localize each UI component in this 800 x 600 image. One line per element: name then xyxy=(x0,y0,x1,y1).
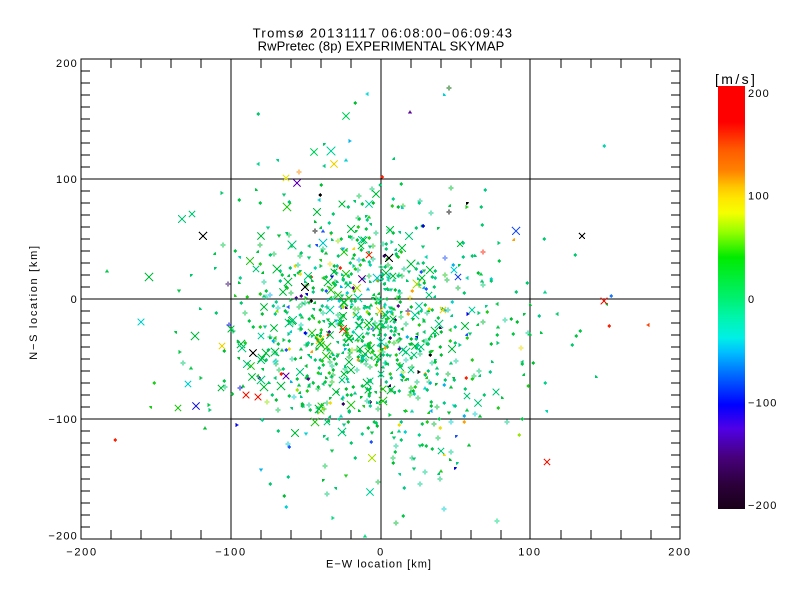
svg-text:Tromsø 20131117 06:08:00−06:09: Tromsø 20131117 06:08:00−06:09:43 xyxy=(253,26,514,41)
svg-text:200: 200 xyxy=(56,58,78,70)
svg-text:−100: −100 xyxy=(215,547,247,559)
svg-text:200: 200 xyxy=(668,547,691,559)
svg-text:−100: −100 xyxy=(48,414,78,426)
svg-text:100: 100 xyxy=(748,191,770,203)
svg-text:0: 0 xyxy=(377,547,385,559)
svg-text:−200: −200 xyxy=(748,500,778,512)
svg-text:RwPretec (8p) EXPERIMENTAL SKY: RwPretec (8p) EXPERIMENTAL SKYMAP xyxy=(258,39,505,54)
svg-text:−200: −200 xyxy=(48,531,78,543)
svg-text:200: 200 xyxy=(748,88,770,100)
svg-text:−200: −200 xyxy=(66,547,98,559)
svg-text:E−W location [km]: E−W location [km] xyxy=(326,558,432,570)
svg-text:[m/s]: [m/s] xyxy=(715,71,757,87)
svg-text:0: 0 xyxy=(748,294,755,306)
svg-text:−100: −100 xyxy=(748,398,778,410)
svg-text:100: 100 xyxy=(518,547,541,559)
svg-text:0: 0 xyxy=(71,294,78,306)
svg-text:100: 100 xyxy=(56,174,78,186)
svg-text:N−S location [km]: N−S location [km] xyxy=(28,244,40,359)
